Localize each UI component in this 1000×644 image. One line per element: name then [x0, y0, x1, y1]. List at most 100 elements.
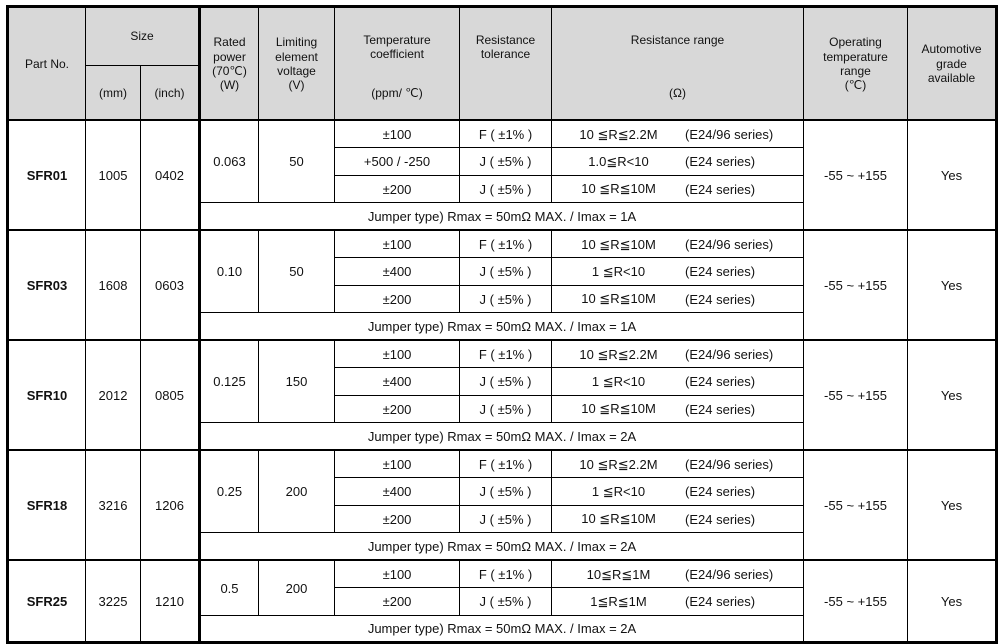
cell-operating-temp: -55 ~ +155	[803, 559, 908, 644]
cell-tolerance: J ( ±5% )	[459, 284, 552, 314]
cell-size-mm: 3216	[85, 449, 141, 561]
cell-resistance-range: 10 ≦R≦10M (E24 series)	[551, 394, 804, 424]
resistance-range-expression: 1.0≦R<10	[588, 153, 649, 169]
cell-size-mm: 1608	[85, 229, 141, 341]
cell-resistance-range: 10 ≦R≦2.2M (E24/96 series)	[551, 449, 804, 479]
resistance-range-series: (E24 series)	[685, 401, 756, 417]
header-temp-coefficient: Temperature coefficient (ppm/ ℃)	[334, 6, 460, 121]
resistance-range-expression: 10 ≦R≦2.2M	[579, 456, 658, 472]
cell-resistance-range: 10≦R≦1M (E24/96 series)	[551, 559, 804, 589]
resistance-range-series: (E24 series)	[685, 264, 756, 280]
cell-operating-temp: -55 ~ +155	[803, 449, 908, 561]
resistance-range-expression: 1≦R≦1M	[590, 593, 647, 609]
cell-tolerance: J ( ±5% )	[459, 147, 552, 176]
jumper-row: Jumper type) Rmax = 50mΩ MAX. / Imax = 1…	[8, 202, 997, 231]
cell-rated-power: 0.063	[199, 119, 259, 204]
cell-size-mm: 2012	[85, 339, 141, 451]
cell-automotive: Yes	[907, 119, 997, 231]
cell-tolerance: J ( ±5% )	[459, 174, 552, 204]
header-part-no: Part No.	[7, 6, 86, 121]
cell-resistance-range: 1 ≦R<10 (E24 series)	[551, 257, 804, 286]
cell-resistance-range: 1 ≦R<10 (E24 series)	[551, 367, 804, 396]
cell-tolerance: J ( ±5% )	[459, 257, 552, 286]
cell-jumper-type: Jumper type) Rmax = 50mΩ MAX. / Imax = 2…	[199, 422, 804, 451]
resistance-range-expression: 10 ≦R≦10M	[581, 181, 656, 197]
header-size-inch: (inch)	[140, 64, 201, 121]
cell-part-no: SFR25	[7, 559, 86, 644]
table-row: ±200 J ( ±5% ) 10 ≦R≦10M (E24 series)	[8, 284, 997, 314]
cell-temp-coefficient: ±400	[334, 257, 460, 286]
cell-size-inch: 0805	[140, 339, 201, 451]
header-resistance-tolerance-label: Resistance tolerance	[475, 33, 536, 62]
cell-tolerance: F ( ±1% )	[459, 229, 552, 259]
cell-jumper-type: Jumper type) Rmax = 50mΩ MAX. / Imax = 1…	[199, 312, 804, 341]
cell-resistance-range: 1 ≦R<10 (E24 series)	[551, 477, 804, 506]
jumper-row: Jumper type) Rmax = 50mΩ MAX. / Imax = 1…	[8, 312, 997, 341]
cell-resistance-range: 1.0≦R<10 (E24 series)	[551, 147, 804, 176]
cell-tolerance: J ( ±5% )	[459, 504, 552, 534]
cell-temp-coefficient: ±200	[334, 174, 460, 204]
table-row: +500 / -250 J ( ±5% ) 1.0≦R<10 (E24 serie…	[8, 147, 997, 176]
resistance-range-expression: 1 ≦R<10	[591, 483, 646, 499]
table-row: ±200 J ( ±5% ) 1≦R≦1M (E24 series)	[8, 587, 997, 616]
header-temp-coefficient-wrap: Temperature coefficient (ppm/ ℃)	[336, 22, 459, 105]
header-resistance-range-unit: (Ω)	[669, 86, 686, 100]
header-resistance-tolerance-wrap: Resistance tolerance	[461, 22, 551, 105]
table-row: SFR01 1005 0402 0.063 50 ±100 F ( ±1% ) …	[7, 119, 997, 231]
table-row: ±400 J ( ±5% ) 1 ≦R<10 (E24 series)	[8, 367, 997, 396]
cell-jumper-type: Jumper type) Rmax = 50mΩ MAX. / Imax = 2…	[199, 532, 804, 561]
cell-limiting-voltage: 50	[258, 119, 335, 204]
cell-rated-power: 0.10	[199, 229, 259, 314]
resistance-range-series: (E24/96 series)	[685, 567, 774, 583]
cell-temp-coefficient: ±200	[334, 284, 460, 314]
cell-operating-temp: -55 ~ +155	[803, 229, 908, 341]
cell-temp-coefficient: +500 / -250	[334, 147, 460, 176]
header-size-mm: (mm)	[85, 64, 141, 121]
cell-size-mm: 3225	[85, 559, 141, 644]
resistance-range-expression: 1 ≦R<10	[591, 373, 646, 389]
cell-jumper-type: Jumper type) Rmax = 50mΩ MAX. / Imax = 1…	[199, 202, 804, 231]
header-resistance-tolerance: Resistance tolerance	[459, 6, 552, 121]
resistance-range-series: (E24/96 series)	[685, 347, 774, 363]
cell-size-mm: 1005	[85, 119, 141, 231]
cell-resistance-range: 10 ≦R≦2.2M (E24/96 series)	[551, 119, 804, 149]
header-resistance-range-label: Resistance range	[630, 33, 725, 48]
cell-operating-temp: -55 ~ +155	[803, 119, 908, 231]
cell-automotive: Yes	[907, 339, 997, 451]
header-resistance-range: Resistance range (Ω)	[551, 6, 804, 121]
resistance-range-expression: 10 ≦R≦10M	[581, 236, 656, 252]
cell-automotive: Yes	[907, 229, 997, 341]
cell-resistance-range: 1≦R≦1M (E24 series)	[551, 587, 804, 616]
cell-temp-coefficient: ±400	[334, 477, 460, 506]
cell-tolerance: F ( ±1% )	[459, 119, 552, 149]
cell-jumper-type: Jumper type) Rmax = 50mΩ MAX. / Imax = 2…	[199, 614, 804, 644]
resistance-range-expression: 10 ≦R≦2.2M	[579, 126, 658, 142]
resistance-range-series: (E24/96 series)	[685, 457, 774, 473]
cell-temp-coefficient: ±100	[334, 119, 460, 149]
cell-resistance-range: 10 ≦R≦10M (E24 series)	[551, 284, 804, 314]
cell-tolerance: F ( ±1% )	[459, 559, 552, 589]
table-row: SFR03 1608 0603 0.10 50 ±100 F ( ±1% ) 1…	[7, 229, 997, 341]
jumper-row: Jumper type) Rmax = 50mΩ MAX. / Imax = 2…	[8, 422, 997, 451]
cell-limiting-voltage: 200	[258, 449, 335, 534]
cell-rated-power: 0.25	[199, 449, 259, 534]
resistance-range-expression: 10 ≦R≦10M	[581, 401, 656, 417]
datasheet-page: Part No. Size Rated power (70℃) (W) Limi…	[6, 5, 998, 644]
resistance-range-series: (E24 series)	[685, 511, 756, 527]
cell-resistance-range: 10 ≦R≦10M (E24/96 series)	[551, 229, 804, 259]
cell-operating-temp: -55 ~ +155	[803, 339, 908, 451]
header-limiting-voltage: Limiting element voltage (V)	[258, 6, 335, 121]
cell-size-inch: 1210	[140, 559, 201, 644]
resistor-spec-table: Part No. Size Rated power (70℃) (W) Limi…	[6, 5, 998, 644]
header-size: Size	[85, 6, 201, 66]
cell-resistance-range: 10 ≦R≦10M (E24 series)	[551, 504, 804, 534]
cell-resistance-range: 10 ≦R≦2.2M (E24/96 series)	[551, 339, 804, 369]
cell-size-inch: 1206	[140, 449, 201, 561]
resistance-range-series: (E24 series)	[685, 181, 756, 197]
resistance-range-series: (E24 series)	[685, 484, 756, 500]
table-row: ±200 J ( ±5% ) 10 ≦R≦10M (E24 series)	[8, 174, 997, 204]
cell-tolerance: J ( ±5% )	[459, 394, 552, 424]
resistance-range-expression: 10≦R≦1M	[586, 566, 651, 582]
table-row: SFR18 3216 1206 0.25 200 ±100 F ( ±1% ) …	[7, 449, 997, 561]
cell-part-no: SFR03	[7, 229, 86, 341]
